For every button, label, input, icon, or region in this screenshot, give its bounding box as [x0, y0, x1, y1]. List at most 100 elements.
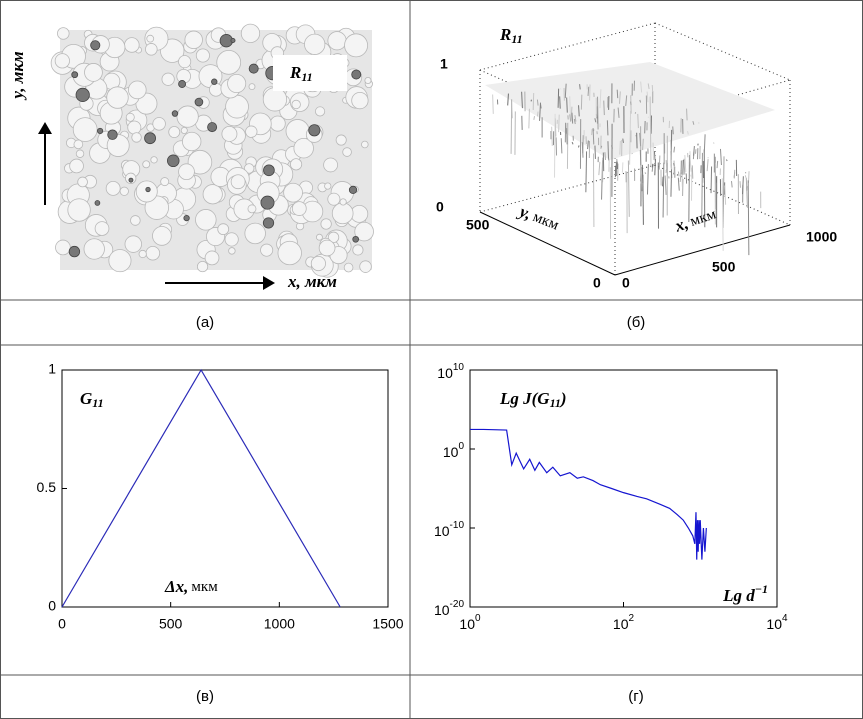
- dark-cell: [194, 97, 204, 107]
- cell: [318, 239, 336, 257]
- surface-spike: [673, 166, 676, 176]
- tick-exp: 0: [458, 441, 464, 452]
- cell: [243, 163, 255, 174]
- cell: [124, 37, 140, 53]
- axis-exp: −1: [755, 582, 768, 596]
- surface-spike: [664, 175, 667, 195]
- surface-spike: [536, 111, 539, 117]
- label-main: R: [499, 25, 511, 44]
- dark-cell: [94, 200, 101, 206]
- label-sub: 11: [301, 70, 312, 84]
- x-axis-label: x, мкм: [287, 272, 337, 291]
- dark-cell: [75, 87, 90, 103]
- cell: [342, 147, 352, 157]
- surface-spike: [629, 110, 632, 165]
- surface-spike: [585, 151, 588, 193]
- cell: [240, 23, 261, 43]
- plot-frame: [61, 369, 389, 608]
- surface-spike: [642, 138, 644, 151]
- surface-spike: [739, 181, 742, 188]
- surface-spike: [693, 146, 695, 156]
- cell: [145, 43, 158, 56]
- surface-top: [485, 62, 775, 160]
- cell: [354, 221, 374, 242]
- cell: [67, 198, 91, 222]
- cell: [127, 120, 142, 135]
- cell: [209, 82, 223, 97]
- dark-cell: [90, 40, 101, 51]
- dark-cell: [97, 127, 104, 134]
- cell: [327, 231, 340, 244]
- surface-spike: [670, 167, 673, 197]
- x-tick-label: 0: [622, 275, 630, 291]
- cell: [176, 105, 199, 128]
- surface-spike: [677, 177, 680, 191]
- z-tick-label: 1: [440, 56, 448, 72]
- dark-cell: [145, 186, 151, 193]
- cell: [161, 72, 175, 86]
- cell: [228, 247, 236, 255]
- data-line: [470, 428, 707, 560]
- surface-spike: [640, 167, 642, 182]
- dark-cell: [211, 78, 218, 85]
- cell: [73, 139, 84, 150]
- cell: [152, 117, 166, 131]
- dark-cell: [260, 195, 275, 210]
- cell: [262, 87, 288, 112]
- surface-spike: [724, 185, 727, 205]
- tick-label: 0: [58, 616, 66, 632]
- y-tick-label: 500: [466, 217, 490, 233]
- cell: [283, 182, 303, 203]
- tick-exp: -10: [450, 520, 465, 531]
- caption: (а): [196, 314, 214, 331]
- cell: [180, 126, 188, 135]
- surface-spike: [647, 83, 650, 90]
- cell: [138, 249, 147, 259]
- tick-label: 100: [459, 613, 481, 632]
- surface-spike: [573, 118, 576, 125]
- cell: [221, 126, 238, 142]
- cell: [152, 226, 172, 246]
- surface-spike: [706, 159, 709, 172]
- surface-spike: [725, 159, 728, 162]
- surface-spike: [665, 160, 668, 171]
- tick-exp: 0: [475, 613, 481, 624]
- surface-spike: [712, 142, 715, 144]
- cell: [289, 158, 303, 171]
- plot-frame: [469, 369, 778, 608]
- surface-spike: [627, 160, 630, 217]
- surface-spike: [637, 113, 639, 129]
- cell: [178, 55, 192, 69]
- surface-spike: [594, 118, 597, 123]
- surface-spike: [551, 126, 553, 146]
- surface-spike: [528, 108, 530, 129]
- dark-cell: [348, 185, 358, 194]
- dark-cell: [352, 235, 360, 243]
- cell: [182, 131, 202, 152]
- tick-label: 0.5: [37, 479, 57, 495]
- cell: [204, 250, 220, 266]
- surface-spike: [710, 166, 713, 194]
- cell: [125, 112, 135, 122]
- axis: [479, 211, 616, 276]
- label-main: R: [289, 63, 301, 82]
- caption: (б): [627, 314, 646, 331]
- surface-spike: [571, 141, 574, 145]
- cell: [260, 243, 274, 257]
- cell: [304, 33, 326, 55]
- surface-spike: [622, 138, 624, 144]
- surface-spike: [646, 164, 649, 195]
- axis-unit: мкм: [688, 207, 718, 230]
- surface-spike: [607, 141, 610, 161]
- cell: [106, 86, 129, 109]
- axis-unit: мкм: [191, 579, 218, 595]
- cell: [364, 76, 372, 84]
- cell: [72, 117, 98, 142]
- tick-base: 10: [443, 444, 459, 460]
- cell: [160, 177, 170, 187]
- tick-base: 10: [766, 616, 782, 632]
- dark-cell: [351, 69, 362, 80]
- surface-spike: [707, 157, 709, 159]
- cell: [224, 232, 239, 247]
- surface-spike: [722, 156, 725, 229]
